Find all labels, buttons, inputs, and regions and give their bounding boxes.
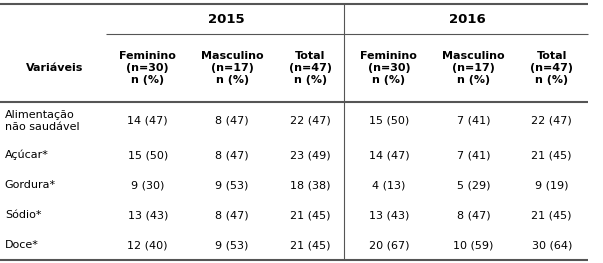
Text: 7 (41): 7 (41) [456,150,490,160]
Text: 8 (47): 8 (47) [215,150,249,160]
Text: Feminino
(n=30)
n (%): Feminino (n=30) n (%) [361,50,417,85]
Text: Sódio*: Sódio* [5,210,42,220]
Text: Açúcar*: Açúcar* [5,150,49,160]
Text: 12 (40): 12 (40) [127,240,168,250]
Text: 9 (30): 9 (30) [131,180,165,190]
Text: 23 (49): 23 (49) [290,150,331,160]
Text: 2016: 2016 [449,13,485,26]
Text: Doce*: Doce* [5,240,39,250]
Text: Masculino
(n=17)
n (%): Masculino (n=17) n (%) [201,50,264,85]
Text: 14 (47): 14 (47) [368,150,409,160]
Text: 15 (50): 15 (50) [128,150,168,160]
Text: Masculino
(n=17)
n (%): Masculino (n=17) n (%) [442,50,505,85]
Text: 10 (59): 10 (59) [453,240,493,250]
Text: Total
(n=47)
n (%): Total (n=47) n (%) [530,50,573,85]
Text: 14 (47): 14 (47) [127,116,168,126]
Text: 21 (45): 21 (45) [531,150,572,160]
Text: 21 (45): 21 (45) [531,210,572,220]
Text: 8 (47): 8 (47) [215,116,249,126]
Text: 13 (43): 13 (43) [128,210,168,220]
Text: 13 (43): 13 (43) [369,210,409,220]
Text: 30 (64): 30 (64) [532,240,572,250]
Text: 2015: 2015 [208,13,244,26]
Text: 9 (53): 9 (53) [215,180,249,190]
Text: 18 (38): 18 (38) [290,180,331,190]
Text: 15 (50): 15 (50) [369,116,409,126]
Text: Gordura*: Gordura* [5,180,56,190]
Text: Feminino
(n=30)
n (%): Feminino (n=30) n (%) [119,50,176,85]
Text: Variáveis: Variáveis [25,63,83,73]
Text: 5 (29): 5 (29) [456,180,490,190]
Text: 20 (67): 20 (67) [368,240,409,250]
Text: Total
(n=47)
n (%): Total (n=47) n (%) [289,50,332,85]
Text: 9 (19): 9 (19) [535,180,569,190]
Text: 4 (13): 4 (13) [372,180,406,190]
Text: 21 (45): 21 (45) [290,210,331,220]
Text: 22 (47): 22 (47) [290,116,331,126]
Text: 21 (45): 21 (45) [290,240,331,250]
Text: 22 (47): 22 (47) [531,116,572,126]
Text: 7 (41): 7 (41) [456,116,490,126]
Text: 8 (47): 8 (47) [215,210,249,220]
Text: 8 (47): 8 (47) [456,210,490,220]
Text: 9 (53): 9 (53) [215,240,249,250]
Text: Alimentação
não saudável: Alimentação não saudável [5,110,80,132]
